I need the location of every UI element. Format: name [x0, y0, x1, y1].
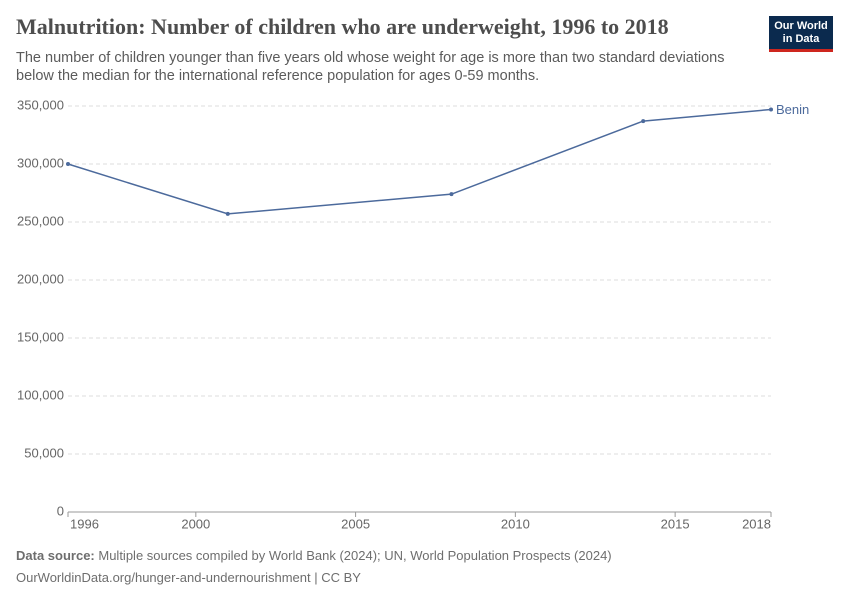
x-tick-label: 2000 [181, 516, 210, 531]
point [641, 119, 646, 124]
source-text: Multiple sources compiled by World Bank … [98, 548, 612, 563]
x-tick-label: 2005 [341, 516, 370, 531]
x-tick-label: 2010 [501, 516, 530, 531]
y-tick-label: 150,000 [17, 329, 64, 344]
y-tick-label: 50,000 [24, 445, 64, 460]
y-tick-label: 300,000 [17, 155, 64, 170]
chart-subtitle: The number of children younger than five… [16, 50, 725, 84]
footer[interactable]: OurWorldinData.org/hunger-and-undernouri… [16, 570, 361, 585]
y-tick-label: 0 [57, 503, 64, 518]
y-tick-label: 100,000 [17, 387, 64, 402]
logo-line: Our World [774, 20, 828, 32]
logo[interactable]: Our World in Data [769, 16, 833, 52]
y-tick-label: 200,000 [17, 271, 64, 286]
point [769, 107, 773, 112]
point [449, 192, 454, 197]
point [225, 211, 230, 216]
source-label: Data source: [16, 548, 95, 563]
x-tick-label: 1996 [70, 516, 99, 531]
x-tick-label: 2018 [742, 516, 771, 531]
source: Data source: Multiple sources compiled b… [16, 548, 612, 563]
series-line [67, 108, 772, 215]
series-label: Benin [776, 102, 809, 117]
x-tick-label: 2015 [661, 516, 690, 531]
y-tick-label: 250,000 [17, 213, 64, 228]
chart-title: Malnutrition: Number of children who are… [16, 14, 669, 39]
logo-line: in Data [782, 33, 820, 45]
point [66, 162, 70, 166]
y-tick-label: 350,000 [17, 97, 64, 112]
